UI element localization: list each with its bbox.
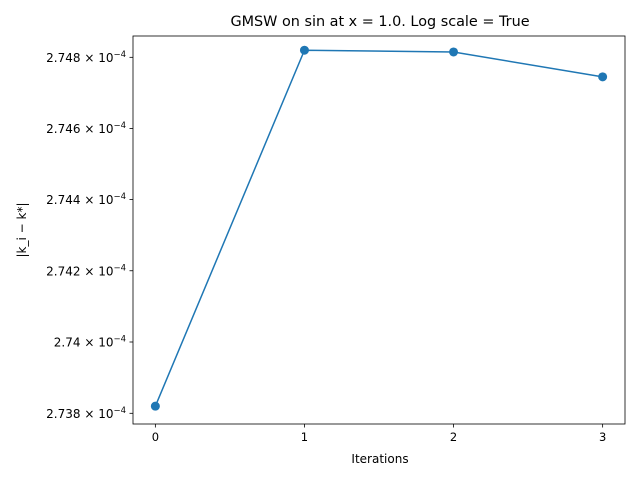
- x-tick-label: 0: [152, 430, 159, 444]
- y-axis: 2.738 × 10−4 2.74 × 10−4 2.742 × 10−4 2.744…: [46, 50, 133, 421]
- y-axis-label: |k_i − k*|: [15, 202, 29, 257]
- y-tick-label: 2.748 × 10−4: [46, 50, 126, 65]
- x-tick-label: 3: [599, 430, 606, 444]
- data-point: [150, 401, 160, 411]
- y-tick-label: 2.742 × 10−4: [46, 263, 126, 278]
- x-tick-label: 2: [450, 430, 457, 444]
- chart-title: GMSW on sin at x = 1.0. Log scale = True: [230, 14, 529, 30]
- x-tick-label: 1: [301, 430, 308, 444]
- x-axis: 0 1 2 3: [152, 424, 606, 444]
- x-axis-label: Iterations: [351, 452, 408, 466]
- data-point: [299, 45, 309, 55]
- y-tick-label: 2.746 × 10−4: [46, 121, 126, 136]
- y-tick-label: 2.744 × 10−4: [46, 192, 126, 207]
- data-point: [598, 72, 608, 82]
- plot-area: [150, 45, 608, 411]
- data-point: [449, 47, 459, 57]
- y-tick-label: 2.74 × 10−4: [54, 335, 126, 350]
- axes-frame: [132, 35, 626, 425]
- y-tick-label: 2.738 × 10−4: [46, 406, 126, 421]
- series-line: [154, 49, 603, 407]
